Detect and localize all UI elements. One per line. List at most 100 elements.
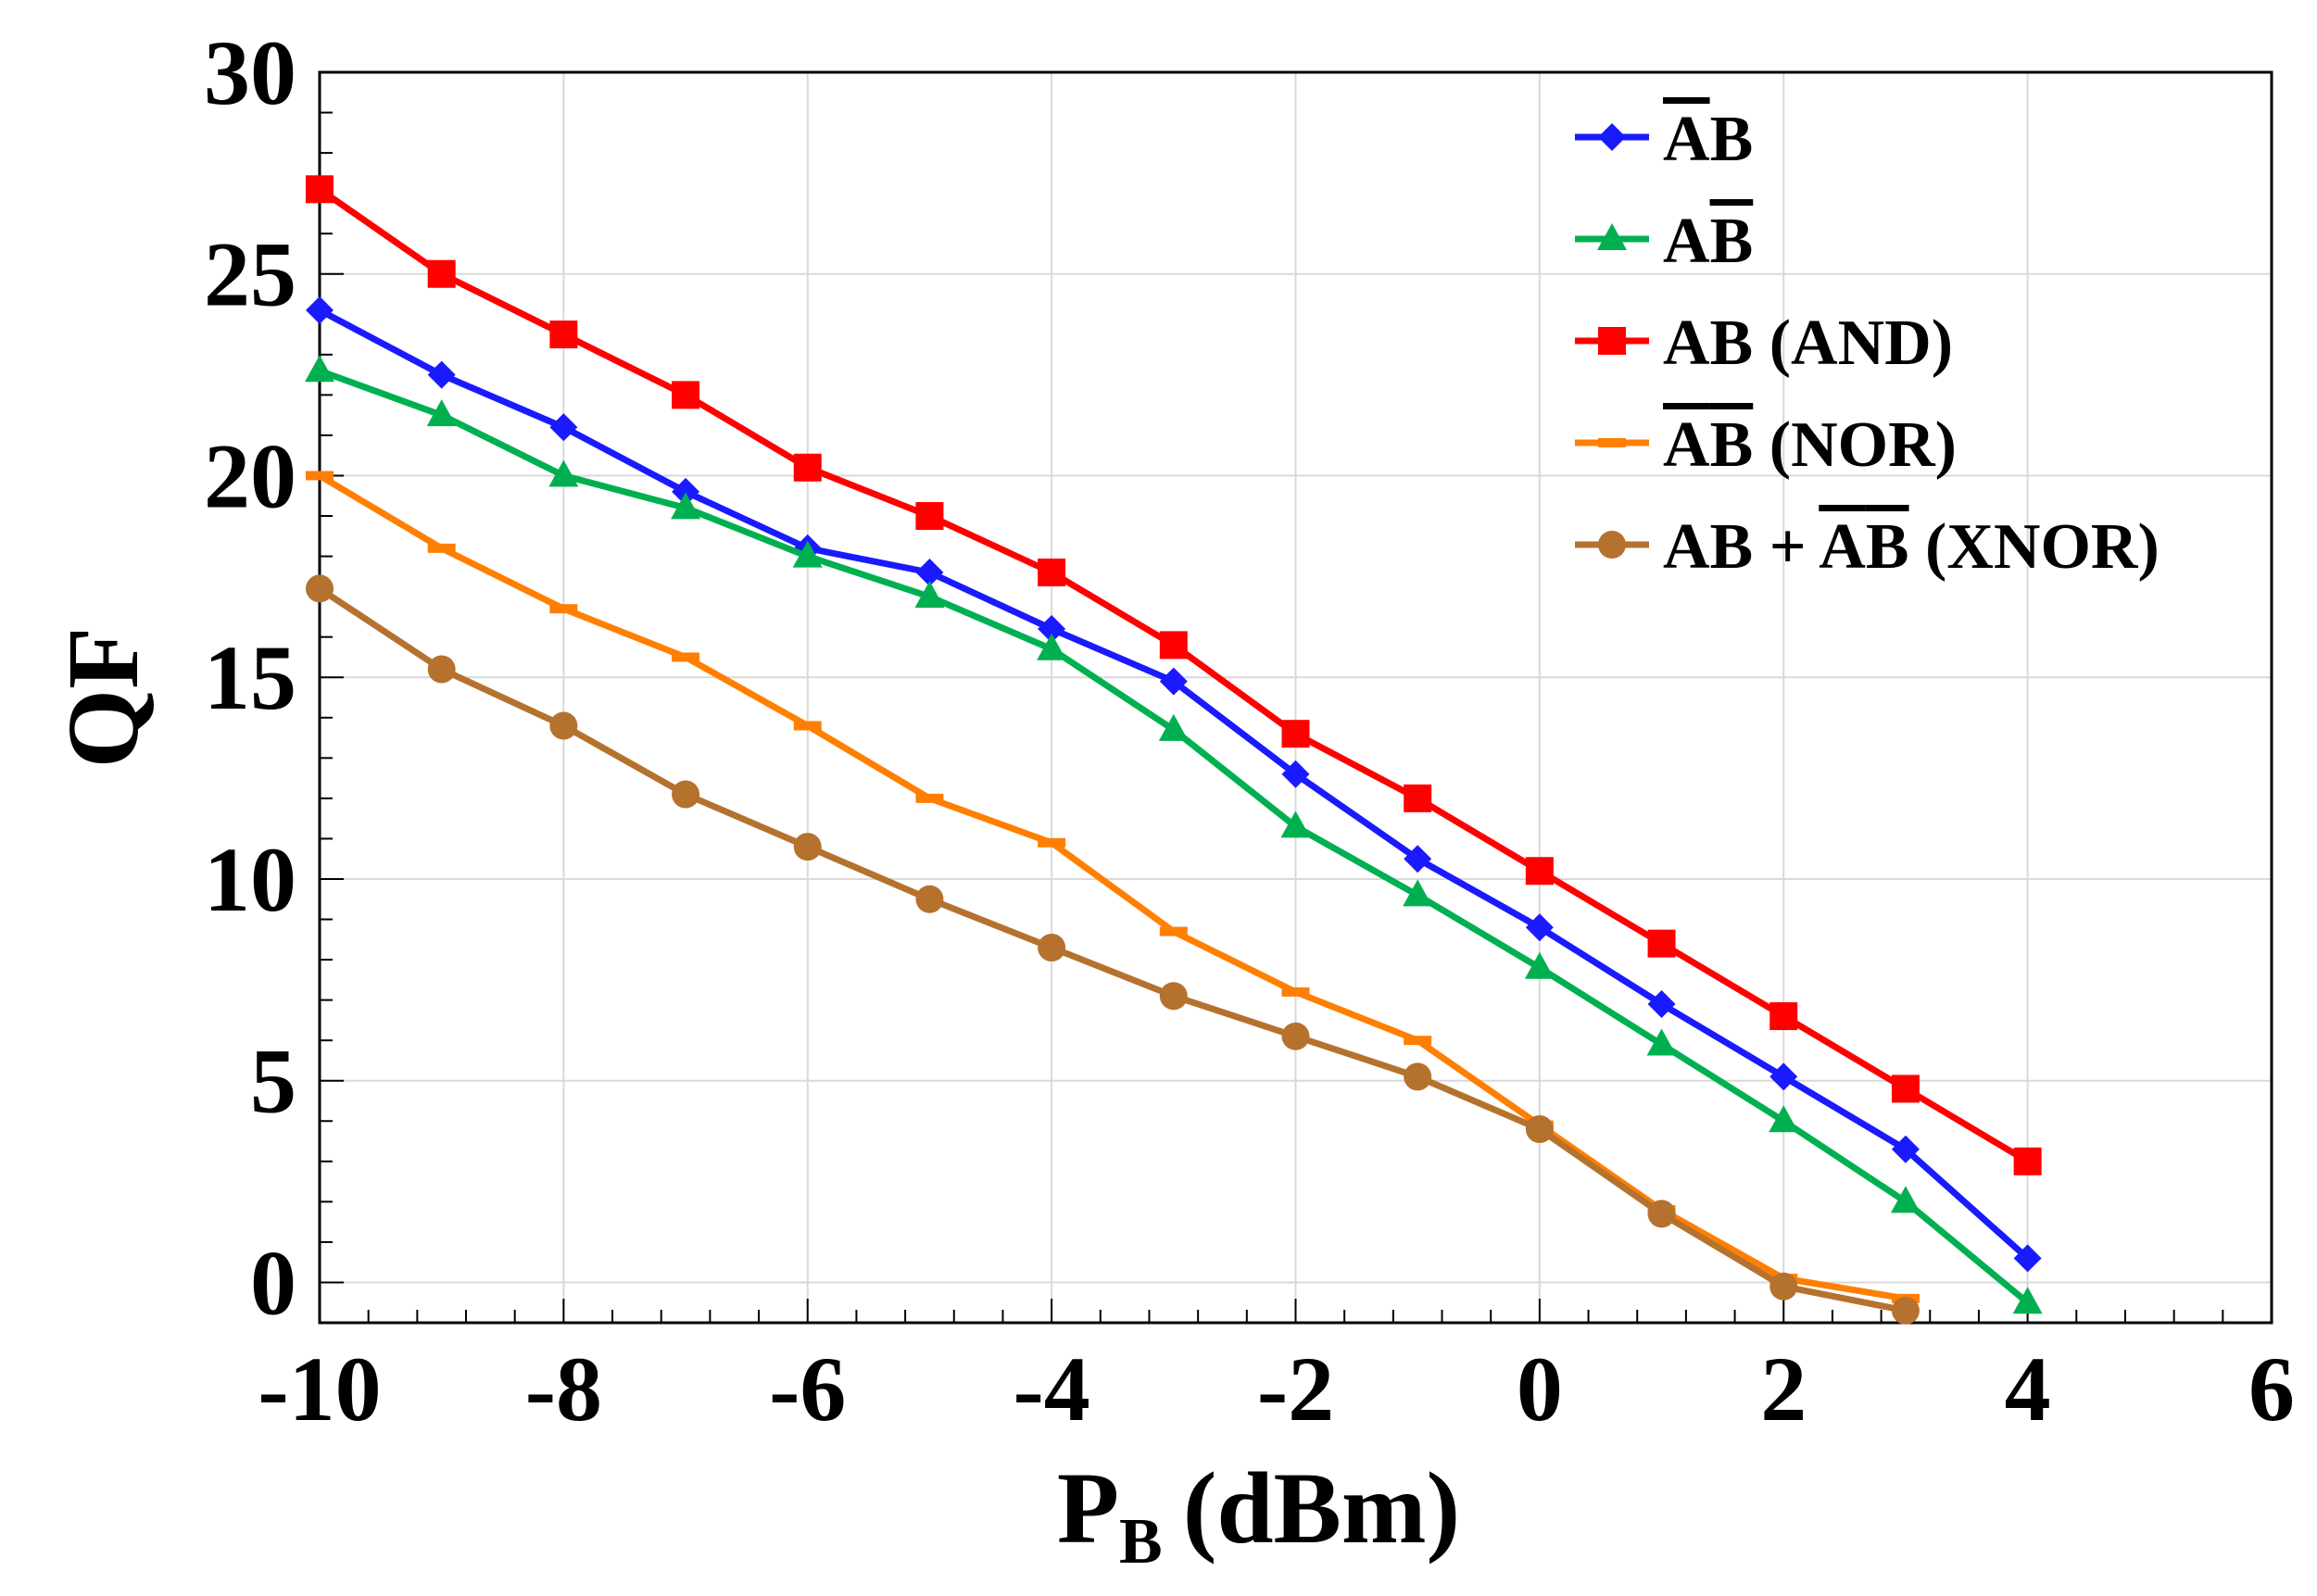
data-point bbox=[1038, 559, 1066, 586]
legend-label-part: A bbox=[1663, 104, 1710, 175]
series-0 bbox=[306, 295, 2042, 1273]
data-point bbox=[1158, 713, 1189, 741]
legend-entry: AB (AND) bbox=[1575, 308, 1953, 379]
data-point bbox=[672, 652, 700, 662]
legend-entry: AB + AB (XNOR) bbox=[1575, 511, 2160, 583]
x-tick-label: 2 bbox=[1760, 1338, 1807, 1440]
x-tick-label: 4 bbox=[2005, 1338, 2051, 1440]
data-point bbox=[426, 399, 457, 427]
data-point bbox=[1037, 633, 1067, 660]
data-point bbox=[1281, 760, 1310, 788]
data-point bbox=[915, 793, 944, 803]
data-point bbox=[1281, 720, 1310, 748]
data-point bbox=[2013, 1244, 2042, 1273]
x-tick-label: 0 bbox=[1517, 1338, 1563, 1440]
y-axis-title: QF bbox=[46, 627, 159, 769]
legend-label: AB + AB (XNOR) bbox=[1663, 511, 2160, 583]
legend-label-part: AB (AND) bbox=[1663, 308, 1953, 379]
data-point bbox=[2012, 1287, 2043, 1314]
data-point bbox=[1281, 987, 1310, 997]
x-tick-label: -8 bbox=[525, 1338, 602, 1440]
legend-label-part: A bbox=[1819, 511, 1866, 583]
x-axis-title-main: P bbox=[1057, 1451, 1119, 1565]
data-point bbox=[1280, 811, 1311, 838]
x-axis-title-subscript: B bbox=[1119, 1506, 1163, 1577]
series-layer bbox=[305, 175, 2043, 1325]
data-point bbox=[1404, 1062, 1432, 1091]
series-4 bbox=[306, 574, 1920, 1325]
axis-ticks bbox=[319, 71, 2273, 1323]
data-point bbox=[1647, 929, 1676, 958]
x-axis-title: PB (dBm) bbox=[1057, 1451, 1460, 1577]
data-point bbox=[427, 543, 456, 553]
data-point bbox=[1525, 1114, 1554, 1143]
data-point bbox=[793, 721, 822, 731]
data-point bbox=[1159, 926, 1188, 936]
x-tick-label: -6 bbox=[769, 1338, 846, 1440]
tick-labels: -10 -8 -6 -4 -2 0 2 4 6 0 5 10 15 20 25 30 bbox=[204, 21, 2295, 1440]
data-point bbox=[305, 355, 334, 383]
data-point bbox=[793, 453, 822, 482]
data-point bbox=[672, 780, 700, 809]
data-point bbox=[306, 574, 334, 603]
legend-label-part: A bbox=[1663, 409, 1710, 481]
y-tick-label: 20 bbox=[204, 424, 296, 527]
legend-label: AB bbox=[1663, 206, 1753, 277]
data-point bbox=[1598, 531, 1626, 559]
data-point bbox=[915, 502, 944, 531]
data-point bbox=[1159, 667, 1188, 696]
data-point bbox=[427, 259, 456, 288]
data-point bbox=[672, 381, 700, 409]
data-point bbox=[1159, 982, 1188, 1011]
x-tick-label: -2 bbox=[1257, 1338, 1334, 1440]
series-line bbox=[318, 585, 1907, 1314]
legend-label: AB bbox=[1663, 104, 1753, 175]
data-point bbox=[793, 833, 822, 861]
data-point bbox=[1647, 1200, 1676, 1228]
legend-label: AB (AND) bbox=[1663, 308, 1953, 379]
data-point bbox=[549, 320, 578, 349]
legend-label-part: B bbox=[1710, 206, 1754, 277]
data-point bbox=[1769, 1105, 1799, 1133]
data-point bbox=[1598, 438, 1626, 447]
data-point bbox=[548, 459, 579, 487]
legend-entry: AB bbox=[1575, 104, 1753, 175]
data-point bbox=[1890, 1186, 1920, 1213]
data-point bbox=[1769, 1002, 1798, 1031]
series-2 bbox=[306, 175, 2042, 1175]
data-point bbox=[1891, 1074, 1920, 1103]
y-tick-label: 25 bbox=[204, 223, 296, 326]
y-tick-label: 5 bbox=[250, 1030, 296, 1133]
data-point bbox=[549, 413, 578, 442]
x-axis-title-unit: (dBm) bbox=[1183, 1451, 1460, 1565]
legend-label: AB (NOR) bbox=[1663, 409, 1957, 481]
legend-entry: AB (NOR) bbox=[1575, 409, 1957, 481]
data-point bbox=[1647, 989, 1676, 1018]
x-tick-label: -10 bbox=[258, 1338, 381, 1440]
data-point bbox=[1281, 1022, 1310, 1050]
x-tick-label: 6 bbox=[2248, 1338, 2295, 1440]
y-tick-label: 10 bbox=[204, 828, 296, 931]
data-point bbox=[1038, 837, 1066, 848]
data-point bbox=[427, 360, 456, 389]
data-point bbox=[1038, 614, 1066, 643]
legend-label-part: (XNOR) bbox=[1909, 511, 2160, 583]
data-point bbox=[914, 581, 945, 609]
data-point bbox=[549, 604, 578, 614]
data-point bbox=[1159, 631, 1188, 660]
data-point bbox=[1597, 223, 1627, 250]
data-point bbox=[1769, 1062, 1798, 1091]
legend-label-part: B bbox=[1710, 104, 1754, 175]
data-point bbox=[427, 655, 456, 684]
data-point bbox=[306, 471, 334, 481]
series-3 bbox=[306, 471, 1920, 1303]
legend-label-part: AB + bbox=[1663, 511, 1819, 583]
y-tick-label: 30 bbox=[204, 21, 296, 124]
data-point bbox=[1598, 327, 1626, 355]
data-point bbox=[1525, 857, 1554, 886]
data-point bbox=[915, 885, 944, 913]
data-point bbox=[915, 559, 944, 586]
data-point bbox=[306, 175, 334, 204]
x-tick-label: -4 bbox=[1013, 1338, 1089, 1440]
